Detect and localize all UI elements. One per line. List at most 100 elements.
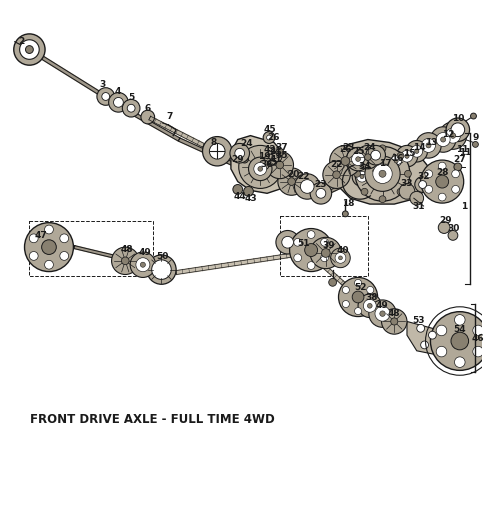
Circle shape	[25, 223, 73, 272]
Circle shape	[338, 277, 377, 317]
Circle shape	[368, 300, 395, 327]
Polygon shape	[29, 48, 121, 108]
Text: 11: 11	[455, 145, 468, 154]
Circle shape	[108, 92, 128, 112]
Text: 13: 13	[424, 138, 437, 147]
Circle shape	[238, 145, 281, 188]
Text: 20: 20	[287, 170, 299, 179]
Text: 32: 32	[417, 172, 429, 181]
Circle shape	[366, 300, 373, 308]
Text: 44: 44	[233, 192, 245, 201]
Circle shape	[209, 143, 225, 159]
Circle shape	[451, 170, 458, 178]
Circle shape	[409, 191, 423, 205]
Circle shape	[263, 132, 274, 143]
Circle shape	[472, 325, 483, 336]
Circle shape	[334, 252, 345, 263]
Text: 50: 50	[156, 252, 168, 262]
Circle shape	[309, 237, 341, 269]
Circle shape	[453, 163, 461, 171]
Text: 15: 15	[402, 148, 414, 158]
Circle shape	[418, 181, 425, 188]
Circle shape	[322, 161, 349, 188]
Circle shape	[351, 291, 363, 303]
Polygon shape	[74, 246, 123, 260]
Text: 1: 1	[460, 201, 466, 211]
Text: 54: 54	[453, 325, 465, 334]
Text: 6: 6	[144, 104, 151, 113]
Circle shape	[330, 248, 349, 268]
Text: 35: 35	[275, 150, 287, 160]
Circle shape	[342, 300, 348, 308]
Circle shape	[415, 133, 440, 158]
Circle shape	[447, 230, 457, 240]
Circle shape	[230, 152, 238, 159]
Text: 2: 2	[18, 37, 25, 46]
Circle shape	[435, 132, 449, 146]
Text: 27: 27	[453, 155, 465, 164]
Circle shape	[378, 145, 385, 152]
Circle shape	[329, 145, 360, 177]
Text: 17: 17	[378, 159, 391, 168]
Polygon shape	[406, 322, 442, 355]
Circle shape	[354, 279, 361, 286]
Text: 23: 23	[314, 180, 327, 189]
Text: 9: 9	[471, 133, 478, 142]
Circle shape	[379, 161, 390, 171]
Circle shape	[351, 167, 371, 186]
Circle shape	[60, 234, 68, 243]
Circle shape	[430, 312, 484, 370]
Circle shape	[430, 127, 455, 152]
Circle shape	[366, 286, 373, 293]
Circle shape	[396, 188, 403, 195]
Circle shape	[355, 145, 379, 169]
Circle shape	[450, 123, 464, 136]
Circle shape	[435, 325, 446, 336]
Text: 42: 42	[263, 145, 276, 154]
Circle shape	[351, 153, 364, 166]
Circle shape	[306, 231, 314, 238]
Circle shape	[254, 161, 266, 173]
Circle shape	[266, 152, 293, 179]
Circle shape	[363, 299, 376, 312]
Text: 10: 10	[451, 114, 463, 123]
Circle shape	[357, 294, 381, 318]
Circle shape	[421, 138, 435, 153]
Circle shape	[14, 34, 45, 65]
Circle shape	[353, 170, 360, 177]
Circle shape	[471, 141, 477, 147]
Circle shape	[240, 155, 248, 163]
Circle shape	[19, 40, 39, 59]
Text: 49: 49	[138, 248, 151, 258]
Circle shape	[338, 256, 342, 260]
Text: 48: 48	[387, 309, 400, 318]
Circle shape	[113, 97, 123, 107]
Circle shape	[294, 174, 319, 199]
Text: 47: 47	[35, 231, 47, 240]
Circle shape	[416, 324, 424, 332]
Circle shape	[316, 188, 325, 198]
Text: 40: 40	[335, 245, 348, 255]
Circle shape	[45, 225, 53, 234]
Text: 43: 43	[243, 194, 256, 203]
Circle shape	[248, 157, 272, 181]
Circle shape	[342, 286, 348, 293]
Circle shape	[472, 346, 483, 357]
Text: 22: 22	[296, 172, 309, 181]
Polygon shape	[178, 138, 233, 166]
Text: 14: 14	[412, 143, 425, 152]
Text: 19: 19	[257, 152, 270, 161]
Circle shape	[275, 230, 299, 254]
Text: 23: 23	[341, 143, 354, 152]
Text: 52: 52	[353, 283, 365, 292]
Circle shape	[445, 118, 469, 141]
Circle shape	[328, 278, 336, 286]
Text: 29: 29	[231, 155, 243, 164]
Circle shape	[438, 193, 445, 201]
Text: 11: 11	[458, 148, 471, 157]
Circle shape	[365, 145, 385, 165]
Text: 33: 33	[400, 179, 412, 188]
Text: 37: 37	[275, 143, 287, 152]
Circle shape	[253, 163, 266, 175]
Circle shape	[229, 143, 249, 163]
